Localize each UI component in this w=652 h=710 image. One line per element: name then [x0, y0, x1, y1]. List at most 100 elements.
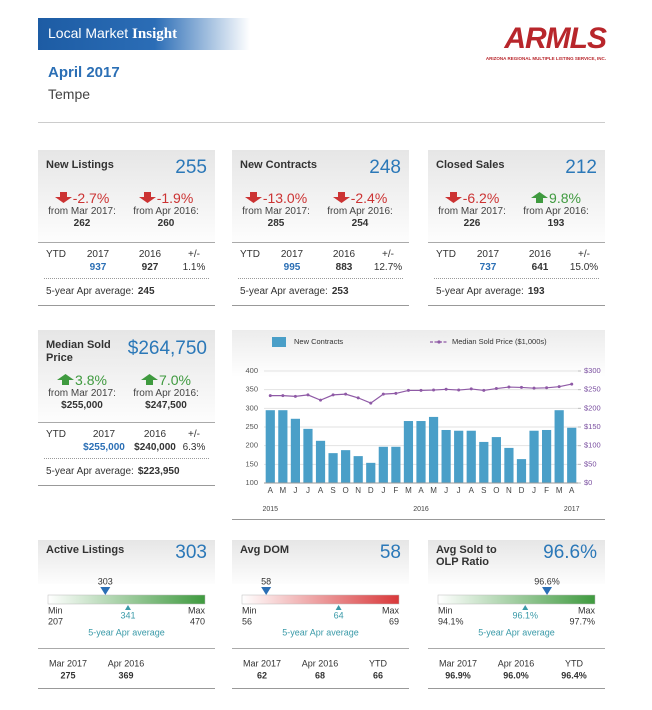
chart: 100 150 200 250 300 350 400 $0 $50 $100 $150 $200 $2… — [232, 330, 605, 520]
ytd-value: 641 — [531, 262, 549, 273]
line-point — [406, 388, 410, 392]
history-label: YTD — [565, 658, 584, 668]
history-label: Apr 2016 — [498, 658, 535, 668]
change-pct: -2.7% — [72, 190, 110, 206]
change-label: from Mar 2017: — [438, 206, 506, 217]
change-pct: 3.8% — [75, 372, 107, 388]
x-tick-label: M — [405, 486, 412, 495]
y2-tick-label: $150 — [584, 422, 601, 431]
min-value: 207 — [48, 616, 63, 626]
change: 9.8% from Apr 2016: 193 — [512, 190, 600, 230]
arrow-shape — [332, 192, 350, 203]
x-tick-label: J — [381, 486, 385, 495]
average: 5-year Apr average: 245 — [46, 286, 155, 297]
change-arrow — [531, 192, 549, 203]
current-label: 96.6% — [534, 576, 560, 586]
history-label: Apr 2016 — [302, 658, 339, 668]
change-label: from Apr 2016: — [523, 206, 589, 217]
line-point — [369, 401, 373, 405]
card-title: Median Sold Price — [46, 339, 111, 364]
current-marker — [542, 587, 553, 595]
current-marker — [261, 587, 272, 595]
line-point — [444, 387, 448, 391]
arrow-shape — [444, 192, 462, 203]
divider — [38, 122, 605, 123]
x-tick-label: F — [544, 486, 549, 495]
history-value: 66 — [373, 670, 383, 680]
dotted-rule — [44, 278, 209, 279]
change-arrow — [244, 192, 262, 203]
bar — [542, 429, 552, 483]
gauge-bar — [47, 594, 206, 605]
period: April 2017 — [48, 64, 120, 81]
bar — [341, 450, 351, 483]
bar — [403, 421, 414, 483]
x-tick-label: A — [268, 486, 274, 495]
card-head — [232, 540, 409, 584]
x-tick-label: J — [532, 486, 536, 495]
average-label: 5-year Apr average: — [436, 286, 524, 297]
change-base: 285 — [267, 218, 285, 229]
ytd-header: YTD — [46, 429, 66, 440]
average-marker — [124, 605, 131, 610]
ytd-header: +/- — [188, 249, 200, 260]
bar — [529, 430, 539, 483]
y-tick-label: 100 — [245, 478, 258, 487]
ytd-value: 737 — [479, 262, 497, 273]
card-title: Avg Sold to OLP Ratio — [436, 544, 497, 568]
current-label: 58 — [261, 576, 271, 586]
x-tick-label: J — [293, 486, 297, 495]
line-point — [381, 392, 385, 396]
card-value: 58 — [379, 542, 401, 563]
x-tick-label: M — [280, 486, 287, 495]
stat-card: New Listings 255 -2.7% from Mar 2017: 262 -1.… — [38, 150, 215, 306]
history-value: 96.9% — [445, 670, 471, 680]
change-row: -2.4% — [316, 190, 404, 206]
average-label: 5-year Apr average: — [240, 286, 328, 297]
arrow-shape — [141, 374, 159, 385]
stat-card: New Contracts 248 -13.0% from Mar 2017: 285-… — [232, 150, 409, 306]
y-tick-label: 150 — [245, 459, 258, 468]
change: 3.8% from Mar 2017: $255,000 — [38, 372, 126, 412]
history-label: Apr 2016 — [108, 658, 145, 668]
card-value: 303 — [175, 542, 207, 563]
change-base: $255,000 — [61, 400, 103, 411]
line-point — [419, 388, 423, 392]
history-label: Mar 2017 — [49, 658, 87, 668]
card-title: Avg DOM — [240, 544, 290, 556]
x-tick-label: J — [444, 486, 448, 495]
bar — [454, 430, 464, 483]
card-head — [428, 540, 605, 584]
change-label: from Apr 2016: — [133, 388, 199, 399]
bar — [567, 427, 577, 483]
ytd-value: 1.1% — [182, 262, 206, 273]
arrow-shape — [138, 192, 156, 203]
year-label: 2015 — [262, 506, 278, 513]
card-value: 248 — [369, 157, 401, 178]
change-arrow — [138, 192, 156, 203]
ytd-value: $255,000 — [83, 442, 125, 453]
max-value: 470 — [190, 616, 205, 626]
x-tick-label: D — [368, 486, 374, 495]
change-arrow — [141, 374, 159, 385]
stat-card: Median Sold Price $264,750 3.8% from Mar 20… — [38, 330, 215, 486]
bar — [491, 437, 501, 483]
y-tick-label: 200 — [245, 441, 258, 450]
history-value: 369 — [118, 670, 133, 680]
max-label: Max — [382, 605, 400, 615]
average-label: 5-year Apr average — [88, 627, 165, 637]
average-label: 5-year Apr average: — [46, 286, 134, 297]
line-point — [482, 388, 486, 392]
bar — [366, 462, 376, 483]
banner-title-bold: Insight — [132, 26, 178, 42]
change-row: 3.8% — [38, 372, 126, 388]
banner-text: Local Market Insight — [48, 25, 177, 43]
banner-title: Local Market — [48, 25, 129, 41]
x-tick-label: M — [556, 486, 563, 495]
max-label: Max — [188, 605, 206, 615]
change-row: 9.8% — [512, 190, 600, 206]
x-tick-label: S — [481, 486, 486, 495]
bar — [328, 453, 338, 483]
bar — [479, 441, 489, 483]
